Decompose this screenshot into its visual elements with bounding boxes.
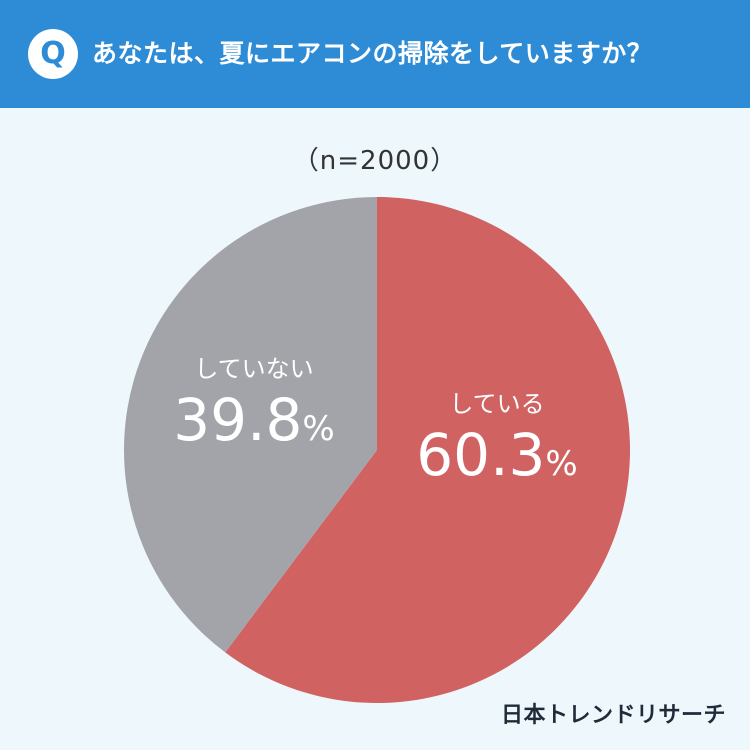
question-header: Q あなたは、夏にエアコンの掃除をしていますか？ [0,0,750,108]
slice-value-label: 60.3% [416,421,577,489]
pie-labels: している 60.3% していない 39.8% [173,355,577,489]
pie-slice-yes [225,197,631,704]
slice-value-label: 39.8% [173,386,334,454]
brand-logo-text: 日本トレンドリサーチ [500,703,726,728]
sample-size-label: （n=2000） [292,146,458,176]
pie-slices [124,197,631,704]
question-text: あなたは、夏にエアコンの掃除をしていますか？ [92,39,653,68]
slice-label: していない [194,355,313,383]
pie-slice-no [124,197,377,653]
slice-label: している [449,390,544,418]
q-badge-icon: Q [28,29,78,79]
